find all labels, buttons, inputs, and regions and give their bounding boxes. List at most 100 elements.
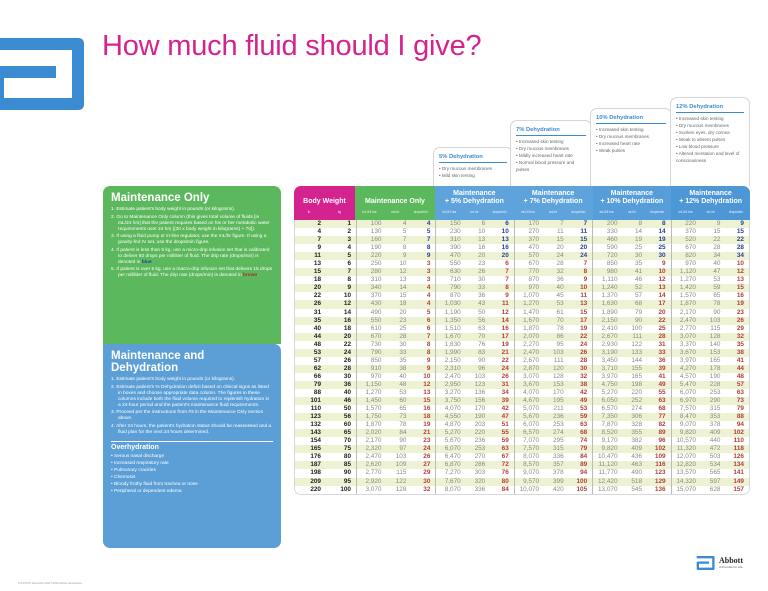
d5-cells: 2,310 96 24	[435, 364, 513, 373]
weight-kg: 14	[343, 308, 351, 316]
table-row: 4 2 130 5 5 230 10 10 270 11 11 330 14 1…	[295, 228, 749, 237]
d5-cells: 7,270 303 76	[435, 469, 513, 478]
drops-min: 7	[583, 220, 588, 227]
maintenance-only-steps: 1. Estimate patient's body weight in pou…	[111, 207, 273, 279]
d10-cells: 12,420 518 129	[592, 477, 670, 486]
step-item: 3. Proceed per the instructions from #3 …	[111, 410, 264, 421]
d7-cells: 2,670 111 28	[513, 356, 592, 365]
body-weight-cells: 57 26	[295, 357, 356, 365]
ml-hr: 236	[552, 413, 564, 421]
weight-kg: 4	[347, 244, 351, 252]
ml-24h: 3,750	[444, 397, 461, 405]
body-weight-cells: 209 95	[295, 478, 356, 486]
ml-24h: 2,310	[444, 364, 461, 372]
d10-cells: 7,870 328 82	[592, 421, 670, 430]
d10-cells: 11,770 490 123	[592, 469, 670, 478]
body-weight-cells: 2 1	[295, 220, 356, 228]
body-weight-cells: 20 9	[295, 284, 356, 292]
drops-min: 53	[580, 405, 588, 413]
maintenance-dehydration-panel: Maintenance and Dehydration 1. Estimate …	[103, 344, 281, 548]
ml-24h: 870	[528, 276, 540, 284]
ml-hr: 26	[478, 268, 486, 276]
mo-cells: 250 10 3	[355, 260, 436, 269]
d7-cells: 7,570 315 79	[513, 445, 592, 454]
ml-24h: 4,070	[523, 388, 540, 396]
ml-hr: 28	[399, 332, 407, 340]
drops-min: 38	[736, 348, 744, 356]
ml-24h: 2,930	[601, 340, 618, 348]
sign-item: Peripheral or dependent edema	[111, 488, 273, 495]
d10-cells: 330 14 14	[592, 228, 670, 237]
ml-24h: 100	[370, 220, 382, 227]
weight-lb: 44	[313, 332, 321, 340]
ml-24h: 4,870	[444, 421, 461, 429]
drops-min: 34	[736, 252, 744, 260]
drops-min: 11	[502, 300, 509, 308]
d12-cells: 2,170 90 23	[670, 308, 749, 317]
mo-cells: 1,750 73 18	[355, 413, 436, 422]
drops-min: 84	[580, 453, 588, 461]
d10-cells: 6,050 252 63	[592, 397, 670, 406]
sign-item: Increased skin tenting	[596, 126, 666, 133]
mo-cells: 310 13 3	[355, 276, 436, 285]
ml-24h: 9,170	[601, 437, 618, 445]
d7-cells: 370 15 15	[513, 236, 592, 245]
ml-24h: 3,370	[679, 340, 696, 348]
ml-hr: 97	[399, 445, 407, 453]
mo-cells: 370 15 4	[355, 292, 436, 301]
ml-24h: 870	[450, 292, 461, 300]
d10-cells: 7,350 306 77	[592, 413, 670, 422]
ml-hr: 5	[402, 228, 407, 236]
ml-hr: 90	[478, 356, 486, 364]
ml-hr: 9	[716, 220, 721, 227]
d5-cells: 5,270 220 55	[435, 429, 513, 438]
ml-24h: 4,070	[444, 405, 461, 413]
box-title: 7% Dehydration	[516, 126, 586, 136]
d10-cells: 11,120 463 116	[592, 461, 670, 470]
ml-24h: 310	[450, 236, 461, 244]
weight-kg: 28	[343, 364, 351, 372]
drops-min: 89	[580, 461, 588, 469]
ml-24h: 720	[606, 252, 618, 260]
box-title: 5% Dehydration	[439, 153, 507, 163]
d7-cells: 9,070 378 94	[513, 469, 592, 478]
ml-24h: 190	[370, 244, 382, 252]
ml-24h: 5,070	[523, 405, 540, 413]
ml-24h: 570	[528, 252, 540, 260]
ml-24h: 970	[685, 260, 696, 268]
d12-cells: 1,870 78 19	[670, 300, 749, 309]
drops-min: 7	[426, 332, 431, 340]
d10-cells: 13,070 545 136	[592, 485, 670, 494]
ml-24h: 820	[685, 252, 696, 260]
ml-hr: 15	[713, 228, 721, 236]
body-weight-cells: 48 22	[295, 341, 356, 349]
step-item: 4. If patient is less than 5 kg, use a m…	[111, 247, 270, 265]
brown-legend-word: brown	[242, 273, 258, 278]
weight-lb: 110	[310, 405, 321, 413]
body-weight-cells: 110 50	[295, 405, 356, 413]
d10-cells: 720 30 30	[592, 252, 670, 261]
drops-min: 72	[501, 461, 509, 469]
d7-cells: 1,670 70 17	[513, 316, 592, 325]
drops-min: 24	[501, 364, 509, 372]
d12-cells: 13,570 565 141	[670, 469, 749, 478]
ml-24h: 340	[370, 284, 382, 292]
ml-24h: 2,150	[444, 356, 461, 364]
sign-item: Pulmonary crackles	[111, 467, 273, 474]
ml-hr: 198	[631, 380, 643, 388]
drops-min: 25	[658, 244, 666, 252]
mo-cells: 280 12 3	[355, 268, 436, 277]
table-row: 101 46 1,450 60 15 3,750 156 39 4,670 19…	[295, 397, 749, 406]
ml-hr: 14	[634, 228, 643, 236]
weight-kg: 2	[347, 228, 351, 236]
table-row: 26 12 430 18 4 1,030 43 11 1,270 53 13 1…	[295, 300, 749, 309]
ml-24h: 3,450	[601, 356, 618, 364]
d7-cells: 2,270 95 24	[513, 340, 592, 349]
ml-hr: 65	[713, 292, 721, 300]
ml-24h: 170	[528, 220, 540, 227]
ml-hr: 78	[556, 324, 564, 332]
drops-min: 19	[658, 236, 666, 244]
weight-kg: 40	[343, 388, 351, 396]
weight-lb: 26	[313, 300, 321, 308]
d12-cells: 10,570 440 110	[670, 437, 749, 446]
